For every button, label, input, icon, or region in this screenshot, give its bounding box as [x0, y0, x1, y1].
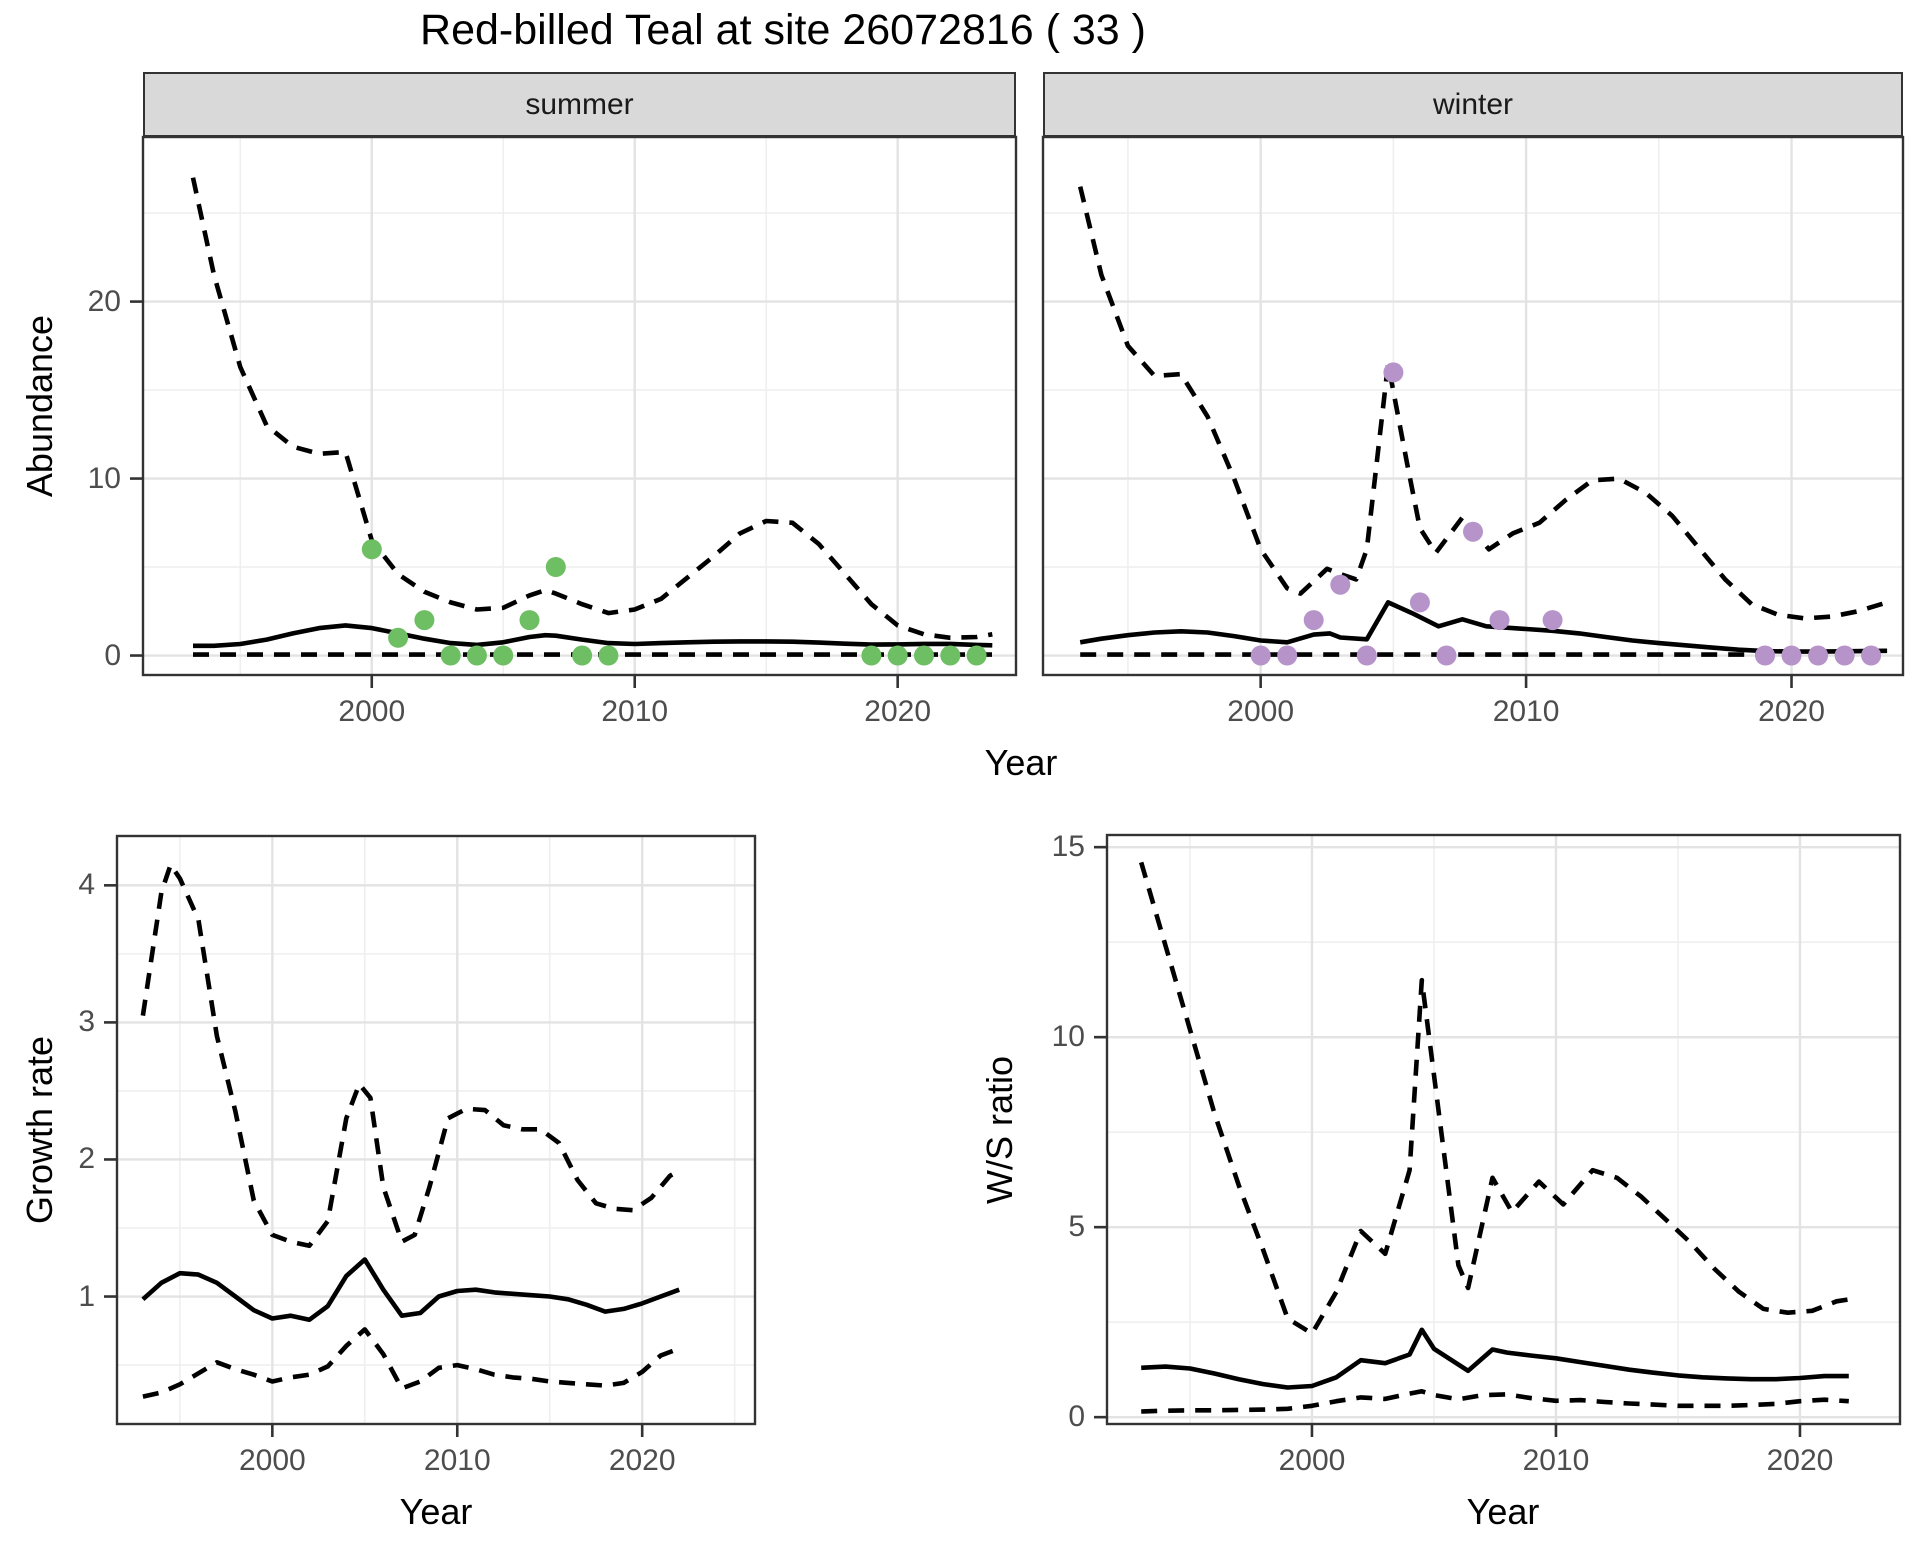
- x-axis-title-year-ws: Year: [1466, 1491, 1540, 1532]
- facet-strip-summer-label: summer: [525, 87, 634, 121]
- data-point-observed_summer_counts: [861, 645, 882, 666]
- panel-background: [117, 836, 755, 1424]
- series-line-upper_ci: [190, 177, 993, 641]
- series-line-estimate: [1141, 1327, 1849, 1390]
- data-point-observed_summer_counts: [440, 645, 461, 666]
- data-point-observed_winter_counts: [1463, 521, 1483, 542]
- x-tick-label: 2010: [1492, 695, 1560, 728]
- data-point-observed_winter_counts: [1542, 610, 1563, 631]
- x-tick-label: 2000: [238, 1444, 306, 1477]
- x-tick-label: 2010: [1522, 1444, 1590, 1477]
- data-point-observed_winter_counts: [1834, 645, 1855, 666]
- data-point-observed_winter_counts: [1250, 645, 1271, 666]
- data-point-observed_summer_counts: [466, 645, 487, 666]
- data-point-observed_summer_counts: [940, 645, 961, 666]
- x-tick-label: 2000: [1278, 1444, 1346, 1477]
- data-point-observed_summer_counts: [572, 645, 593, 666]
- data-point-observed_winter_counts: [1436, 645, 1457, 666]
- panel-border: [115, 834, 757, 1426]
- y-tick-label: 3: [78, 1005, 95, 1039]
- series-line-estimate: [1079, 600, 1888, 654]
- series-line-estimate: [141, 1257, 680, 1323]
- data-point-observed_winter_counts: [1383, 362, 1404, 383]
- y-tick-label: 10: [1051, 1020, 1085, 1054]
- y-tick-label: 4: [78, 868, 95, 902]
- figure-title: Red-billed Teal at site 26072816 ( 33 ): [420, 6, 1146, 54]
- data-point-observed_winter_counts: [1808, 645, 1829, 666]
- panel-background: [1107, 835, 1900, 1424]
- panel-border: [1041, 135, 1905, 677]
- y-tick-label: 15: [1051, 830, 1085, 864]
- data-point-observed_winter_counts: [1356, 645, 1377, 666]
- x-tick-label: 2020: [1766, 1444, 1834, 1477]
- data-point-observed_summer_counts: [361, 539, 382, 560]
- y-axis-title-growth-rate: Growth rate: [19, 1035, 60, 1225]
- facet-strip-winter: winter: [1043, 72, 1903, 137]
- series-line-lower_ci: [142, 1327, 681, 1399]
- facet-strip-winter-label: winter: [1432, 87, 1514, 121]
- series-line-estimate: [193, 623, 993, 649]
- data-point-observed_summer_counts: [388, 627, 409, 648]
- data-point-observed_winter_counts: [1409, 592, 1430, 613]
- x-tick-label: 2000: [1227, 695, 1295, 728]
- y-axis-title-ws-ratio: W/S ratio: [979, 1055, 1020, 1205]
- data-point-observed_summer_counts: [598, 645, 619, 666]
- x-axis-title-year-top: Year: [984, 742, 1058, 783]
- data-point-observed_summer_counts: [493, 645, 514, 666]
- data-point-observed_summer_counts: [914, 645, 934, 666]
- y-tick-label: 10: [87, 461, 121, 495]
- data-point-observed_summer_counts: [519, 610, 540, 631]
- y-tick-label: 5: [1068, 1210, 1085, 1244]
- data-point-observed_summer_counts: [966, 645, 987, 666]
- y-tick-label: 2: [78, 1142, 95, 1176]
- data-point-observed_winter_counts: [1277, 645, 1298, 666]
- series-line-upper_ci: [140, 862, 681, 1249]
- panel-background: [143, 137, 1016, 675]
- data-point-observed_winter_counts: [1330, 574, 1351, 595]
- panel-background: [1043, 137, 1903, 675]
- data-point-observed_summer_counts: [545, 557, 566, 577]
- data-point-observed_summer_counts: [414, 610, 435, 631]
- x-tick-label: 2010: [423, 1444, 491, 1477]
- data-point-observed_winter_counts: [1781, 645, 1802, 666]
- data-point-observed_winter_counts: [1755, 645, 1775, 666]
- y-tick-label: 0: [104, 638, 121, 672]
- y-tick-label: 1: [78, 1279, 95, 1313]
- x-tick-label: 2010: [601, 695, 669, 728]
- data-point-observed_winter_counts: [1489, 610, 1510, 631]
- x-tick-label: 2020: [864, 695, 932, 728]
- series-line-upper_ci: [1077, 186, 1888, 621]
- data-point-observed_summer_counts: [887, 645, 908, 666]
- x-tick-label: 2020: [608, 1444, 676, 1477]
- y-tick-label: 20: [87, 284, 121, 318]
- x-tick-label: 2000: [338, 695, 406, 728]
- series-line-upper_ci: [1138, 861, 1850, 1336]
- x-tick-label: 2020: [1758, 695, 1825, 728]
- y-tick-label: 0: [1068, 1400, 1085, 1434]
- data-point-observed_winter_counts: [1303, 610, 1324, 631]
- data-point-observed_winter_counts: [1861, 645, 1882, 666]
- series-line-lower_ci: [1141, 1389, 1849, 1414]
- facet-strip-summer: summer: [143, 72, 1016, 137]
- x-axis-title-year-growth: Year: [399, 1491, 473, 1532]
- panel-border: [141, 135, 1018, 677]
- panel-border: [1105, 833, 1902, 1426]
